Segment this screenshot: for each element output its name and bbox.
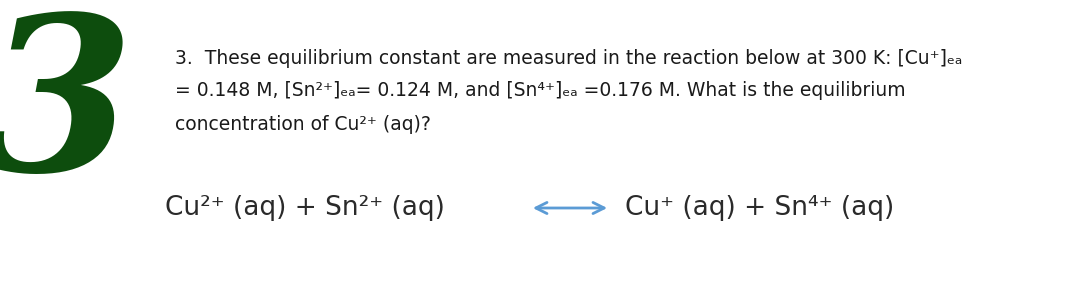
Text: Cu²⁺ (aq) + Sn²⁺ (aq): Cu²⁺ (aq) + Sn²⁺ (aq) [165,195,445,221]
Text: = 0.148 M, [Sn²⁺]ₑₐ= 0.124 M, and [Sn⁴⁺]ₑₐ =0.176 M. What is the equilibrium: = 0.148 M, [Sn²⁺]ₑₐ= 0.124 M, and [Sn⁴⁺]… [175,81,906,101]
Text: 3.  These equilibrium constant are measured in the reaction below at 300 K: [Cu⁺: 3. These equilibrium constant are measur… [175,49,962,67]
Text: Cu⁺ (aq) + Sn⁴⁺ (aq): Cu⁺ (aq) + Sn⁴⁺ (aq) [625,195,894,221]
Text: 3: 3 [0,7,133,215]
Text: concentration of Cu²⁺ (aq)?: concentration of Cu²⁺ (aq)? [175,115,431,133]
